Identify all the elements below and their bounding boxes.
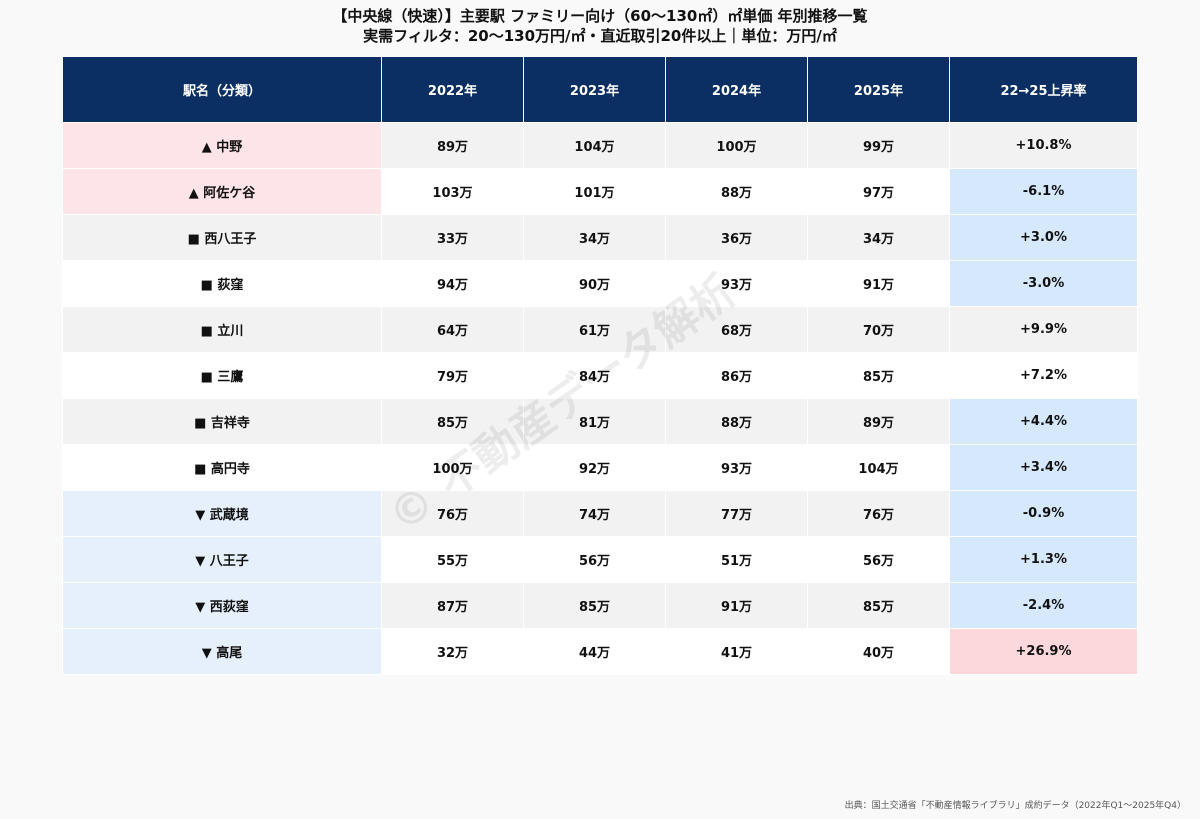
price-2025: 91万 xyxy=(807,260,950,307)
price-2024: 93万 xyxy=(665,444,808,491)
price-2023: 84万 xyxy=(523,352,666,399)
price-2022: 33万 xyxy=(381,214,524,261)
growth-rate: +3.0% xyxy=(949,214,1138,261)
growth-rate: +4.4% xyxy=(949,398,1138,445)
table-row: ▲ 中野 89万 104万 100万 99万 +10.8% xyxy=(62,122,1138,169)
price-2024: 100万 xyxy=(665,122,808,169)
price-2024: 36万 xyxy=(665,214,808,261)
table-row: ■ 立川 64万 61万 68万 70万 +9.9% xyxy=(62,306,1138,353)
growth-rate: -3.0% xyxy=(949,260,1138,307)
price-2024: 51万 xyxy=(665,536,808,583)
price-2025: 85万 xyxy=(807,352,950,399)
title-line-2: 実需フィルタ：20〜130万円/㎡・直近取引20件以上｜単位：万円/㎡ xyxy=(363,27,837,45)
price-2025: 40万 xyxy=(807,628,950,675)
price-2022: 103万 xyxy=(381,168,524,215)
price-2023: 85万 xyxy=(523,582,666,629)
table-row: ▼ 西荻窪 87万 85万 91万 85万 -2.4% xyxy=(62,582,1138,629)
price-2024: 41万 xyxy=(665,628,808,675)
growth-rate: +7.2% xyxy=(949,352,1138,399)
price-2024: 88万 xyxy=(665,168,808,215)
growth-rate: -2.4% xyxy=(949,582,1138,629)
source-note: 出典：国土交通省「不動産情報ライブラリ」成約データ（2022年Q1〜2025年Q… xyxy=(844,801,1186,811)
station-name: ▼ 八王子 xyxy=(62,536,382,583)
table-row: ▼ 武蔵境 76万 74万 77万 76万 -0.9% xyxy=(62,490,1138,537)
price-2022: 89万 xyxy=(381,122,524,169)
station-name: ■ 吉祥寺 xyxy=(62,398,382,445)
table-header-row: 駅名（分類） 2022年 2023年 2024年 2025年 22→25上昇率 xyxy=(62,56,1138,123)
table-row: ▲ 阿佐ケ谷 103万 101万 88万 97万 -6.1% xyxy=(62,168,1138,215)
header-2024: 2024年 xyxy=(665,56,808,123)
price-2023: 104万 xyxy=(523,122,666,169)
growth-rate: -0.9% xyxy=(949,490,1138,537)
price-2025: 104万 xyxy=(807,444,950,491)
station-name: ■ 立川 xyxy=(62,306,382,353)
table-row: ▼ 高尾 32万 44万 41万 40万 +26.9% xyxy=(62,628,1138,675)
price-2023: 92万 xyxy=(523,444,666,491)
station-name: ▼ 西荻窪 xyxy=(62,582,382,629)
header-2025: 2025年 xyxy=(807,56,950,123)
station-name: ■ 三鷹 xyxy=(62,352,382,399)
price-2023: 90万 xyxy=(523,260,666,307)
price-2023: 101万 xyxy=(523,168,666,215)
station-name: ▲ 中野 xyxy=(62,122,382,169)
header-2022: 2022年 xyxy=(381,56,524,123)
table-row: ■ 吉祥寺 85万 81万 88万 89万 +4.4% xyxy=(62,398,1138,445)
price-2025: 89万 xyxy=(807,398,950,445)
price-2024: 77万 xyxy=(665,490,808,537)
station-name: ■ 高円寺 xyxy=(62,444,382,491)
station-name: ▼ 高尾 xyxy=(62,628,382,675)
station-name: ▲ 阿佐ケ谷 xyxy=(62,168,382,215)
table-row: ■ 高円寺 100万 92万 93万 104万 +3.4% xyxy=(62,444,1138,491)
station-name: ▼ 武蔵境 xyxy=(62,490,382,537)
header-rate: 22→25上昇率 xyxy=(949,56,1138,123)
price-table: 駅名（分類） 2022年 2023年 2024年 2025年 22→25上昇率 … xyxy=(62,56,1138,675)
price-2025: 34万 xyxy=(807,214,950,261)
growth-rate: +9.9% xyxy=(949,306,1138,353)
price-2024: 91万 xyxy=(665,582,808,629)
price-2024: 86万 xyxy=(665,352,808,399)
header-station: 駅名（分類） xyxy=(62,56,382,123)
growth-rate: +26.9% xyxy=(949,628,1138,675)
price-2025: 56万 xyxy=(807,536,950,583)
price-2022: 79万 xyxy=(381,352,524,399)
title-line-1: 【中央線（快速）】主要駅 ファミリー向け（60〜130㎡）㎡単価 年別推移一覧 xyxy=(332,7,868,25)
price-2024: 88万 xyxy=(665,398,808,445)
table-row: ■ 西八王子 33万 34万 36万 34万 +3.0% xyxy=(62,214,1138,261)
price-2022: 94万 xyxy=(381,260,524,307)
growth-rate: +3.4% xyxy=(949,444,1138,491)
price-2025: 76万 xyxy=(807,490,950,537)
price-2022: 55万 xyxy=(381,536,524,583)
price-2022: 32万 xyxy=(381,628,524,675)
price-2023: 34万 xyxy=(523,214,666,261)
table-row: ▼ 八王子 55万 56万 51万 56万 +1.3% xyxy=(62,536,1138,583)
header-2023: 2023年 xyxy=(523,56,666,123)
price-2024: 93万 xyxy=(665,260,808,307)
price-2024: 68万 xyxy=(665,306,808,353)
price-2023: 61万 xyxy=(523,306,666,353)
price-2022: 85万 xyxy=(381,398,524,445)
price-2025: 70万 xyxy=(807,306,950,353)
price-2023: 56万 xyxy=(523,536,666,583)
station-name: ■ 荻窪 xyxy=(62,260,382,307)
growth-rate: +10.8% xyxy=(949,122,1138,169)
price-2022: 76万 xyxy=(381,490,524,537)
price-2022: 100万 xyxy=(381,444,524,491)
table-row: ■ 荻窪 94万 90万 93万 91万 -3.0% xyxy=(62,260,1138,307)
page-title: 【中央線（快速）】主要駅 ファミリー向け（60〜130㎡）㎡単価 年別推移一覧 … xyxy=(0,6,1200,46)
growth-rate: +1.3% xyxy=(949,536,1138,583)
table-row: ■ 三鷹 79万 84万 86万 85万 +7.2% xyxy=(62,352,1138,399)
price-2025: 99万 xyxy=(807,122,950,169)
price-2025: 97万 xyxy=(807,168,950,215)
price-2025: 85万 xyxy=(807,582,950,629)
station-name: ■ 西八王子 xyxy=(62,214,382,261)
price-2022: 87万 xyxy=(381,582,524,629)
price-2022: 64万 xyxy=(381,306,524,353)
price-2023: 81万 xyxy=(523,398,666,445)
price-2023: 74万 xyxy=(523,490,666,537)
growth-rate: -6.1% xyxy=(949,168,1138,215)
price-2023: 44万 xyxy=(523,628,666,675)
